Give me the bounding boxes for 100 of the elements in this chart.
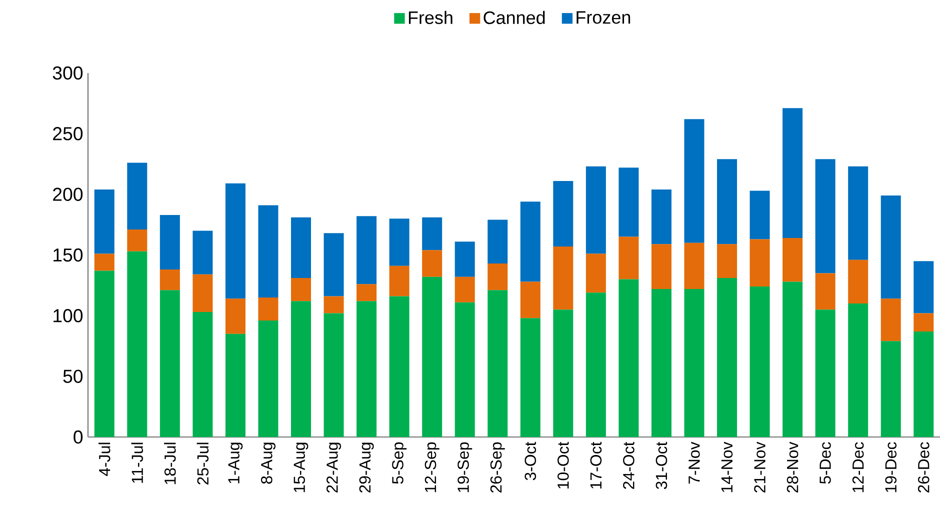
bar (422, 276, 442, 437)
x-tick-label: 18-Jul (164, 442, 176, 484)
bar (717, 244, 738, 278)
y-tick-label: 0 (74, 430, 83, 444)
y-tick-label: 300 (52, 66, 83, 80)
x-tick-label: 1-Aug (228, 442, 243, 484)
bar (94, 254, 114, 271)
bar (291, 301, 312, 437)
x-tick-label: 7-Nov (688, 442, 700, 484)
x-tick-label: 8-Aug (260, 442, 276, 484)
bar (127, 230, 148, 252)
bar (225, 334, 246, 437)
x-tick-label: 3-Oct (524, 442, 536, 480)
bar (520, 282, 540, 318)
bar (815, 310, 836, 437)
bar (586, 292, 606, 437)
bar (258, 320, 278, 437)
x-tick-label: 15-Aug (294, 442, 308, 492)
bar (454, 276, 475, 302)
x-tick-label: 14-Nov (721, 442, 733, 492)
bar (586, 254, 606, 293)
bar (192, 274, 213, 312)
bar (750, 286, 770, 437)
bar (258, 297, 278, 321)
bar (324, 296, 344, 314)
x-tick-label: 5-Sep (392, 442, 407, 484)
x-tick-label: 26-Sep (490, 442, 505, 493)
bar (651, 189, 672, 244)
bar (586, 166, 606, 254)
bar (880, 298, 901, 342)
legend-label: Fresh (408, 10, 452, 24)
bar (848, 260, 868, 304)
bar (488, 290, 508, 437)
bar (782, 282, 803, 437)
bar (914, 313, 934, 332)
bar (618, 236, 639, 280)
legend-label: Frozen (576, 11, 630, 24)
bar (750, 190, 770, 240)
x-tick-label: 12-Dec (852, 442, 864, 492)
bar (520, 318, 540, 437)
bar (782, 108, 803, 238)
bar (750, 239, 770, 287)
bar (291, 217, 312, 278)
x-tick-label: 19-Sep (458, 442, 472, 492)
bar (553, 246, 574, 310)
x-tick-label: 24-Oct (623, 442, 634, 489)
y-tick-label: 250 (53, 127, 83, 140)
bar (389, 218, 410, 266)
y-tick-label: 100 (54, 309, 83, 322)
bar (422, 217, 442, 250)
bar (848, 304, 868, 437)
bar (127, 251, 148, 437)
bar (488, 220, 508, 264)
x-tick-label: 25-Jul (196, 442, 209, 484)
bar (914, 261, 934, 314)
x-tick-label: 21-Nov (754, 442, 766, 492)
bar (356, 301, 377, 437)
bar (880, 196, 901, 299)
bar (454, 302, 475, 437)
bar (684, 242, 704, 289)
bar (356, 216, 377, 284)
bar (553, 180, 574, 247)
bar (94, 270, 114, 437)
bar (651, 288, 672, 437)
bar (880, 341, 901, 437)
bar (553, 310, 574, 437)
bar (717, 278, 738, 437)
bar (192, 230, 213, 274)
bar (127, 162, 148, 230)
bar (782, 238, 803, 282)
x-tick-label: 4-Jul (98, 442, 110, 476)
x-tick-label: 10-Oct (558, 442, 569, 489)
bar (488, 263, 508, 290)
bar (389, 266, 410, 296)
bar (324, 233, 344, 296)
y-tick-label: 200 (53, 188, 83, 201)
bar (94, 189, 114, 254)
bar (225, 183, 246, 299)
bar (914, 331, 934, 437)
x-tick-label: 22-Aug (326, 442, 342, 493)
x-tick-label: 17-Oct (590, 442, 602, 489)
bar (291, 278, 312, 302)
bar (684, 119, 704, 243)
bar (160, 270, 180, 290)
bar (192, 312, 213, 437)
bar (324, 313, 344, 437)
x-tick-label: 19-Dec (885, 442, 897, 492)
bar (422, 250, 442, 277)
x-tick-label: 31-Oct (656, 442, 668, 490)
bar (225, 298, 246, 334)
y-tick-label: 150 (54, 248, 83, 262)
bar (160, 290, 180, 437)
x-tick-label: 26-Dec (918, 442, 930, 492)
legend-label: Canned (484, 10, 545, 24)
bar (815, 273, 836, 310)
x-tick-label: 29-Aug (359, 442, 374, 493)
bar (520, 202, 540, 282)
x-tick-label: 5-Dec (820, 442, 831, 484)
bar (618, 168, 639, 237)
x-tick-label: 28-Nov (786, 442, 798, 492)
